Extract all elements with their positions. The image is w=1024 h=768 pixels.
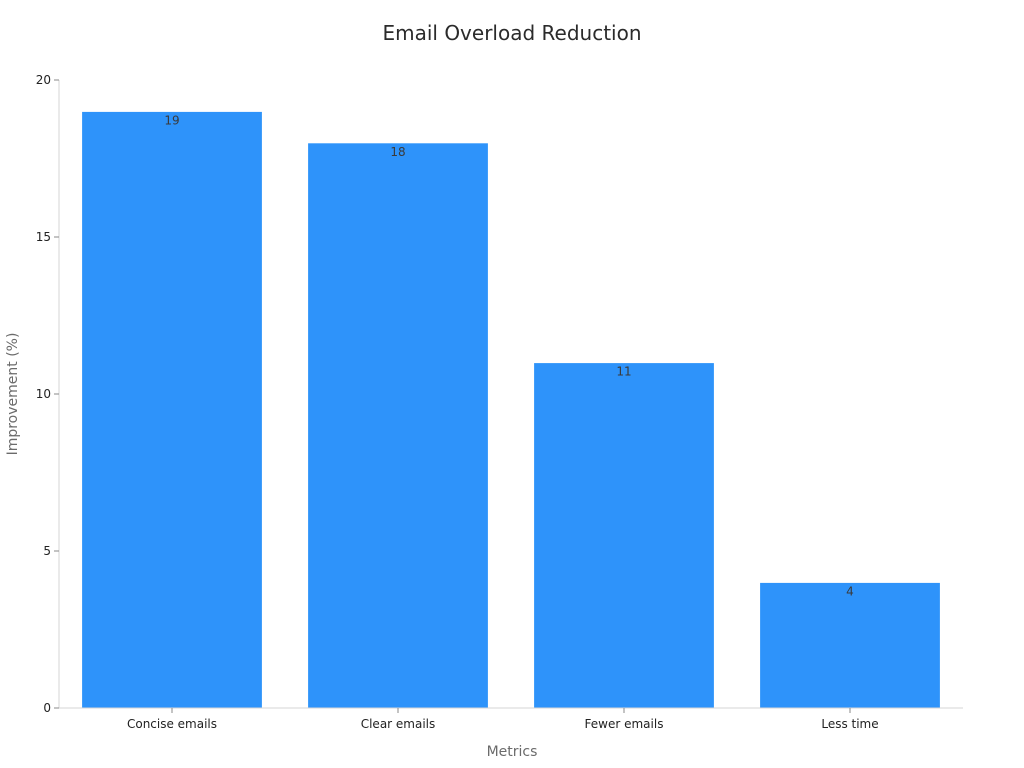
data-label-clear-emails: 18 [390,145,405,159]
bar-concise-emails [81,110,263,709]
bar-less-time [759,581,941,709]
data-labels-layer: 19 18 11 4 [164,113,853,598]
data-label-less-time: 4 [846,584,854,598]
x-tick-label-less-time: Less time [821,717,878,731]
data-label-fewer-emails: 11 [616,365,631,379]
y-tick-label-5: 5 [43,544,51,558]
data-label-concise-emails: 19 [164,113,179,127]
y-axis-title: Improvement (%) [5,333,21,456]
bars-layer [81,110,941,709]
x-tick-label-concise-emails: Concise emails [127,717,217,731]
y-tick-label-0: 0 [43,701,51,715]
x-axis-ticks: Concise emails Clear emails Fewer emails Le… [127,708,879,731]
y-tick-label-15: 15 [36,230,51,244]
x-tick-label-fewer-emails: Fewer emails [585,717,664,731]
y-tick-label-20: 20 [36,73,51,87]
y-axis-ticks: 0 5 10 15 20 [36,73,59,715]
y-tick-label-10: 10 [36,387,51,401]
bar-clear-emails [307,142,489,709]
x-tick-label-clear-emails: Clear emails [361,717,436,731]
chart-title: Email Overload Reduction [382,21,641,45]
x-axis-title: Metrics [487,744,538,760]
bar-fewer-emails [533,362,715,709]
